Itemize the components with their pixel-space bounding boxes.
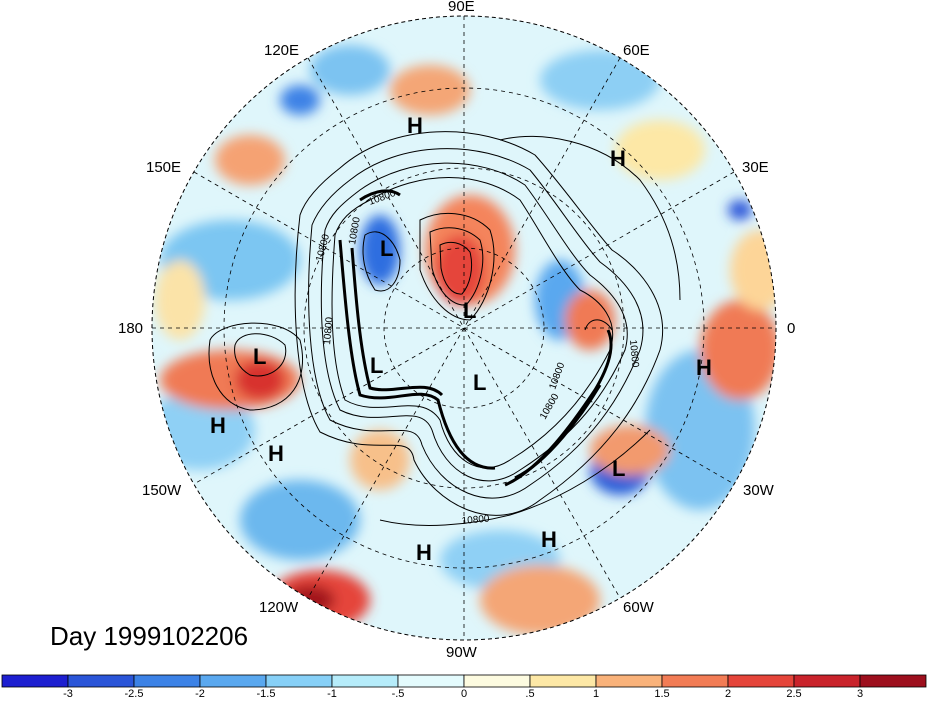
colorbar-tick-label: 0 xyxy=(460,688,468,700)
colorbar-swatch xyxy=(463,674,531,688)
high-center: H xyxy=(210,413,226,438)
lon-label-60e: 60E xyxy=(623,42,650,59)
low-center: L xyxy=(253,344,266,369)
jet-contours xyxy=(338,189,613,487)
colorbar-tick-label: .5 xyxy=(525,688,535,700)
lon-label-30w: 30W xyxy=(743,482,774,499)
low-center: L xyxy=(380,236,393,261)
graticule xyxy=(152,16,776,640)
colorbar-swatch xyxy=(595,674,663,688)
lon-label-120w: 120W xyxy=(259,599,299,616)
high-center: H xyxy=(416,540,432,565)
colorbar-tick-label: 1 xyxy=(592,688,600,700)
colorbar-tick-label: -1.5 xyxy=(256,688,276,700)
colorbar-tick-label: -1 xyxy=(327,688,337,700)
contour-label: 10800 xyxy=(627,339,640,368)
colorbar xyxy=(1,674,927,688)
colorbar-tick-label: -2.5 xyxy=(124,688,144,700)
high-center: H xyxy=(268,441,284,466)
lon-label-90e: 90E xyxy=(448,0,475,15)
colorbar-tick-label: 1.5 xyxy=(654,688,670,700)
colorbar-tick-label: -2 xyxy=(195,688,205,700)
lon-label-60w: 60W xyxy=(623,599,654,616)
colorbar-swatch xyxy=(529,674,597,688)
colorbar-swatch xyxy=(661,674,729,688)
colorbar-swatch xyxy=(1,674,69,688)
pressure-centers: H H L L L L L H H H L H H xyxy=(210,113,712,565)
colorbar-swatch xyxy=(199,674,267,688)
colorbar-swatch xyxy=(265,674,333,688)
high-center: H xyxy=(407,113,423,138)
colorbar-swatch xyxy=(727,674,795,688)
lon-label-150w: 150W xyxy=(142,482,182,499)
lon-label-30e: 30E xyxy=(742,159,769,176)
anomaly-field: 10800 10800 10800 10800 10800 10800 1080… xyxy=(152,16,776,640)
lon-label-150e: 150E xyxy=(146,159,182,176)
colorbar-tick-label: 2.5 xyxy=(786,688,802,700)
height-contours xyxy=(208,131,681,526)
lon-label-90w: 90W xyxy=(446,644,477,661)
low-center: L xyxy=(463,298,476,323)
low-center: L xyxy=(370,353,383,378)
colorbar-tick-label: -.5 xyxy=(391,688,405,700)
lon-label-180: 180 xyxy=(118,320,144,337)
colorbar-swatch xyxy=(331,674,399,688)
colorbar-swatch xyxy=(133,674,201,688)
colorbar-swatch xyxy=(67,674,135,688)
low-center: L xyxy=(612,456,625,481)
colorbar-tick-label: 2 xyxy=(724,688,732,700)
day-title: Day 1999102206 xyxy=(50,621,249,651)
low-center: L xyxy=(473,370,486,395)
high-center: H xyxy=(541,527,557,552)
lon-label-120e: 120E xyxy=(264,42,300,59)
high-center: H xyxy=(610,146,626,171)
colorbar-tick-label: -3 xyxy=(63,688,73,700)
colorbar-swatch xyxy=(793,674,861,688)
colorbar-swatch xyxy=(397,674,465,688)
high-center: H xyxy=(696,355,712,380)
map-boundary xyxy=(151,15,777,641)
contour-label: 10800 xyxy=(347,216,363,246)
contour-label: 10800 xyxy=(461,514,490,527)
colorbar-tick-label: 3 xyxy=(856,688,864,700)
contour-label: 10800 xyxy=(322,316,335,345)
lon-label-0: 0 xyxy=(787,320,796,337)
colorbar-swatch xyxy=(859,674,927,688)
